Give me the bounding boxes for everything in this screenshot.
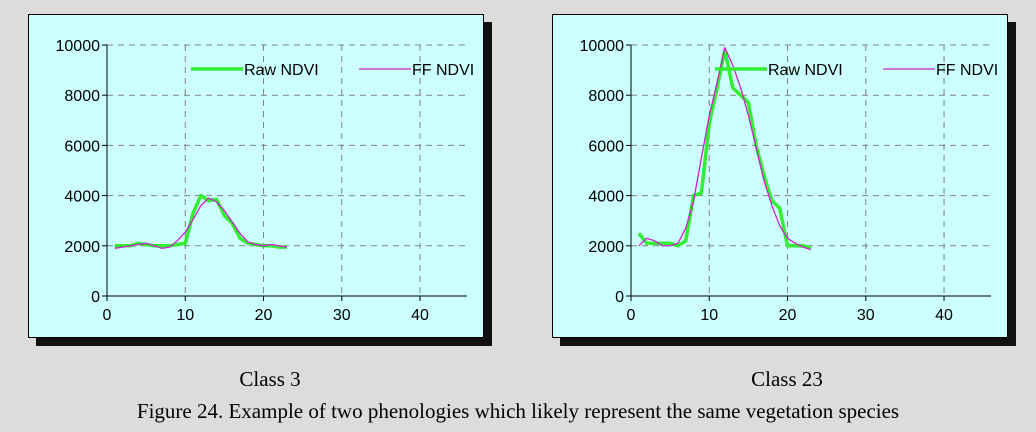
x-tick-label: 10 <box>176 307 194 324</box>
legend-label: Raw NDVI <box>244 62 319 79</box>
y-tick-label: 8000 <box>588 88 624 105</box>
y-tick-label: 0 <box>91 289 100 306</box>
x-tick-label: 0 <box>103 307 112 324</box>
x-tick-label: 10 <box>700 307 718 324</box>
legend-label: FF NDVI <box>936 62 998 79</box>
x-tick-label: 30 <box>333 307 351 324</box>
chart-panel-class-23: 0 2000 4000 6000 8000 10000 0 10 20 30 40 Raw NDVI F… <box>552 14 1016 346</box>
figure-caption: Figure 24. Example of two phenologies wh… <box>136 399 900 423</box>
y-tick-label: 8000 <box>64 88 100 105</box>
x-tick-label: 40 <box>411 307 429 324</box>
x-tick-label: 30 <box>857 307 875 324</box>
x-tick-label: 0 <box>627 307 636 324</box>
y-tick-label: 4000 <box>64 189 100 206</box>
y-tick-label: 4000 <box>588 189 624 206</box>
chart-caption-class-23: Class 23 <box>751 367 823 391</box>
series-line-ff-ndvi <box>638 46 812 251</box>
y-tick-label: 10000 <box>56 38 101 55</box>
y-tick-label: 2000 <box>64 239 100 256</box>
chart-area: 0 2000 4000 6000 8000 10000 0 10 20 30 40 Raw NDVI F… <box>552 14 1008 338</box>
chart-caption-class-3: Class 3 <box>239 367 301 391</box>
chart-svg-class-23: 0 2000 4000 6000 8000 10000 0 10 20 30 40 Raw NDVI F… <box>580 38 999 324</box>
chart-panel-class-3: 0 2000 4000 6000 8000 10000 0 10 20 30 40 Raw NDVI F… <box>28 14 492 346</box>
x-tick-label: 20 <box>255 307 273 324</box>
y-tick-label: 2000 <box>588 239 624 256</box>
x-tick-label: 20 <box>779 307 797 324</box>
chart-area: 0 2000 4000 6000 8000 10000 0 10 20 30 40 Raw NDVI F… <box>28 14 484 338</box>
y-tick-label: 0 <box>615 289 624 306</box>
y-tick-label: 10000 <box>580 38 625 55</box>
legend-label: Raw NDVI <box>768 62 843 79</box>
series-line-raw-ndvi <box>114 193 287 249</box>
y-tick-label: 6000 <box>588 138 624 155</box>
series-line-ff-ndvi <box>114 197 288 249</box>
series-line-raw-ndvi <box>637 48 812 250</box>
legend-label: FF NDVI <box>412 62 474 79</box>
x-tick-label: 40 <box>935 307 953 324</box>
y-tick-label: 6000 <box>64 138 100 155</box>
chart-svg-class-3: 0 2000 4000 6000 8000 10000 0 10 20 30 40 Raw NDVI F… <box>56 38 475 324</box>
